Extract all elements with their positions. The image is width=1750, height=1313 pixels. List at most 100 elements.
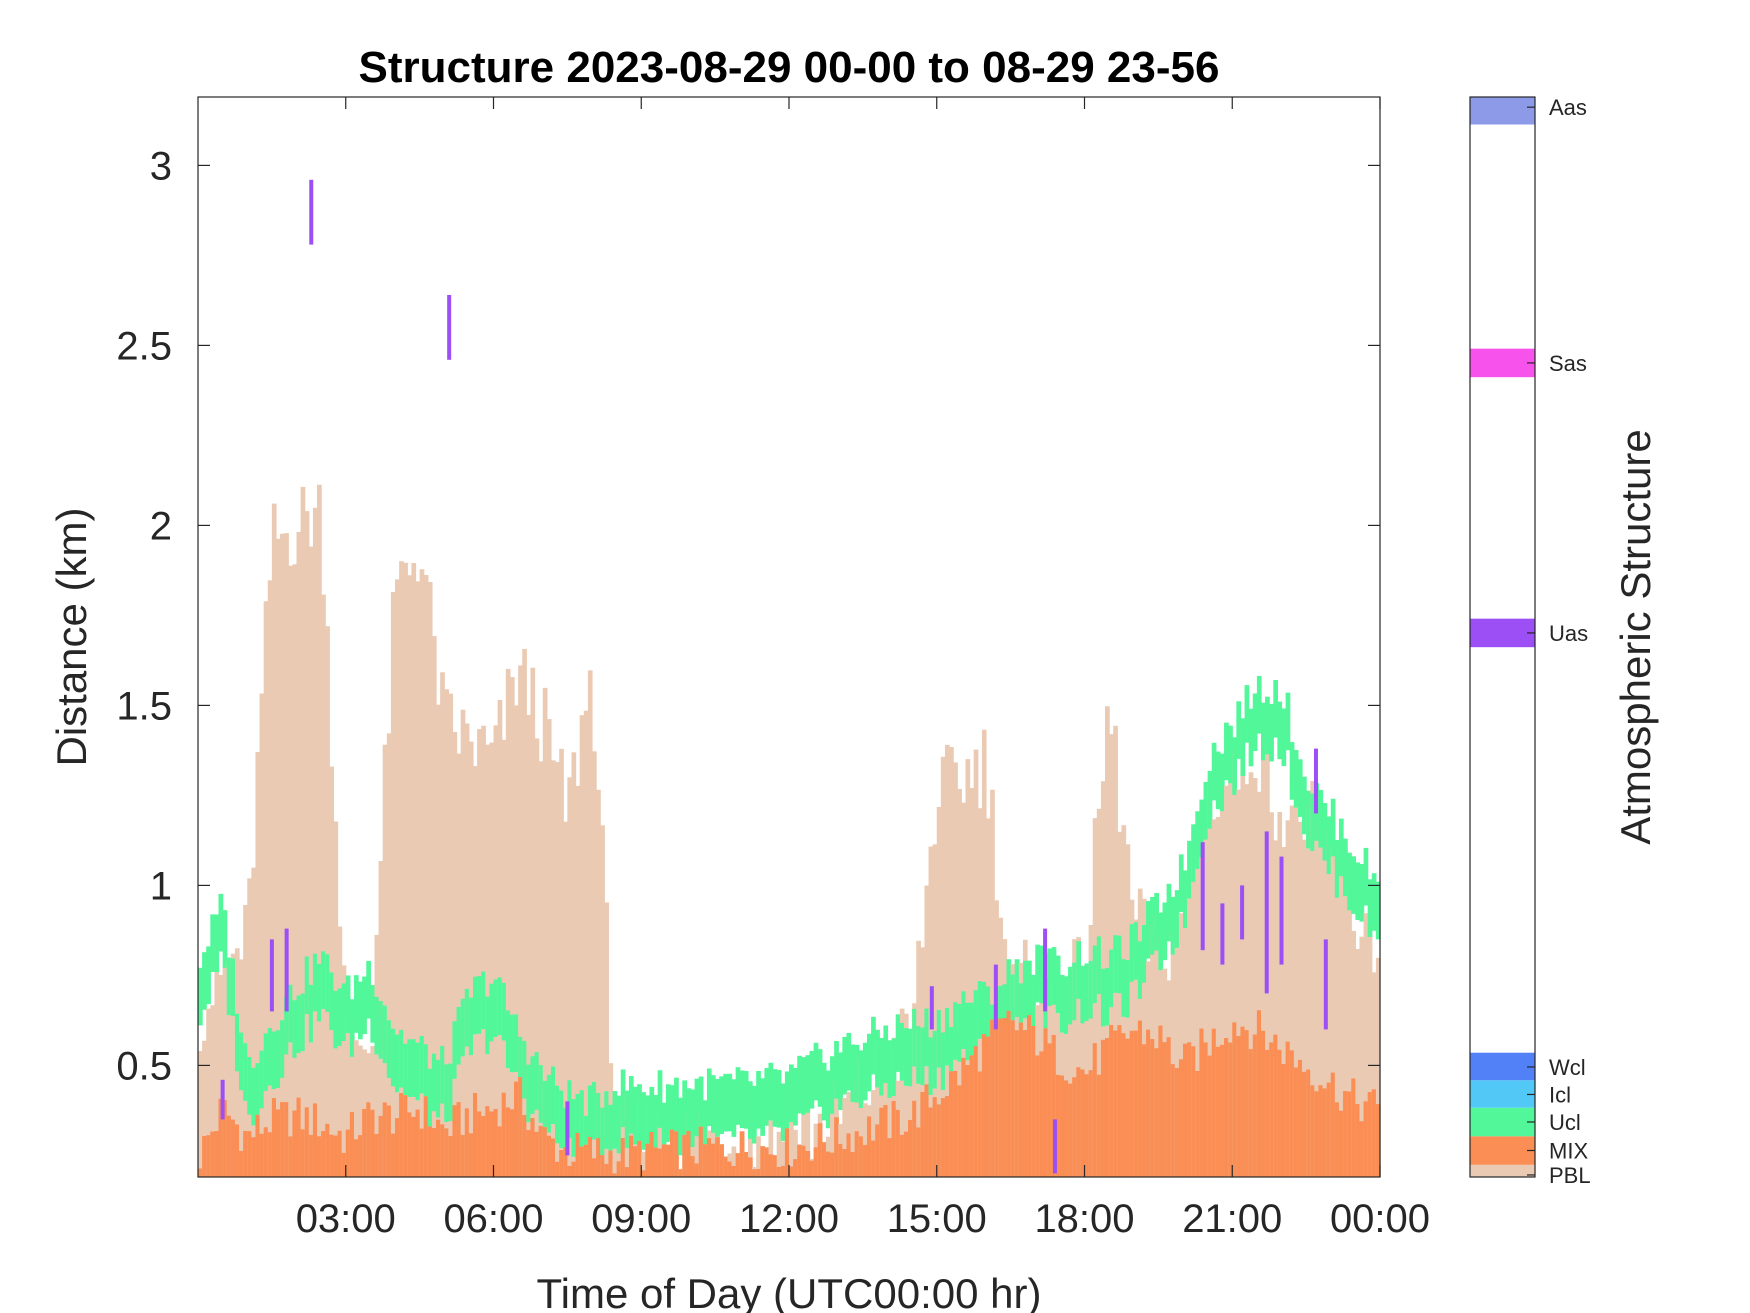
heat-cell-ucl xyxy=(760,1078,765,1136)
heat-cell-pbl xyxy=(415,581,421,1177)
heat-cell-ucl xyxy=(711,1075,716,1133)
uas-segment xyxy=(1264,831,1269,994)
heat-cell-ucl xyxy=(210,914,216,972)
heat-cell-mix xyxy=(312,1103,318,1177)
heat-cell-pbl xyxy=(575,785,581,1177)
heat-cell-mix xyxy=(891,1100,897,1177)
heat-cell-pbl xyxy=(202,1040,207,1177)
heat-cell-mix xyxy=(846,1133,852,1177)
heat-cell-ucl xyxy=(300,993,306,1052)
heat-cell-ucl xyxy=(834,1040,839,1099)
heat-cell-ucl xyxy=(243,1043,248,1101)
heat-cell-ucl xyxy=(271,1031,277,1090)
heat-cell-ucl xyxy=(690,1089,696,1148)
heat-cell-mix xyxy=(1273,1034,1278,1177)
uas-segment xyxy=(1200,842,1205,951)
heat-cell-mix xyxy=(1146,1029,1151,1177)
heat-cell-mix xyxy=(1236,1036,1242,1177)
heat-cell-pbl xyxy=(448,693,454,1177)
heat-cell-mix xyxy=(514,1081,519,1177)
heat-cell-ucl xyxy=(358,981,363,1040)
heat-cell-mix xyxy=(1125,1038,1131,1177)
heat-cell-mix xyxy=(858,1136,864,1177)
heat-cell-ucl xyxy=(415,1042,421,1101)
heat-cell-mix xyxy=(337,1130,343,1177)
heat-cell-mix xyxy=(403,1095,408,1177)
heat-cell-ucl xyxy=(661,1102,667,1145)
heat-cell-ucl xyxy=(1076,941,1081,999)
heat-cell-ucl xyxy=(493,979,499,1038)
heat-cell-pbl xyxy=(460,709,466,1177)
heat-cell-mix xyxy=(682,1134,687,1177)
heat-cell-ucl xyxy=(1018,983,1024,1023)
uas-segment xyxy=(447,295,452,360)
heat-cell-pbl xyxy=(1105,706,1110,1177)
heat-cell-ucl xyxy=(1281,708,1287,767)
heat-cell-pbl xyxy=(641,1152,646,1177)
heat-cell-ucl xyxy=(526,1064,532,1123)
heat-cell-pbl xyxy=(1326,829,1332,1177)
heat-cell-ucl xyxy=(1260,702,1266,761)
heat-cell-pbl xyxy=(337,926,343,1177)
heat-cell-mix xyxy=(949,1071,954,1177)
heat-cell-pbl xyxy=(518,665,523,1177)
heat-cell-pbl xyxy=(296,531,302,1177)
heat-cell-mix xyxy=(928,1107,934,1177)
heat-cell-mix xyxy=(345,1129,351,1177)
heat-cell-ucl xyxy=(969,1002,975,1056)
heat-cell-ucl xyxy=(924,1008,930,1067)
heat-cell-pbl xyxy=(1260,723,1266,1177)
heat-cell-mix xyxy=(604,1163,610,1177)
heat-cell-mix xyxy=(813,1147,819,1177)
heat-cell-mix xyxy=(981,1034,987,1177)
heat-cell-pbl xyxy=(776,1131,782,1177)
heat-cell-ucl xyxy=(419,1035,425,1094)
heat-cell-pbl xyxy=(505,668,511,1177)
heat-cell-pbl xyxy=(386,733,392,1177)
heat-cell-ucl xyxy=(784,1071,790,1129)
x-tick-label: 06:00 xyxy=(443,1197,543,1241)
heat-cell-mix xyxy=(1215,1046,1221,1177)
heat-cell-ucl xyxy=(932,1030,938,1089)
heat-cell-mix xyxy=(1343,1091,1348,1177)
heat-cell-pbl xyxy=(419,569,425,1177)
heat-cell-mix xyxy=(986,1036,991,1177)
heat-cell-ucl xyxy=(1211,742,1217,801)
heat-cell-pbl xyxy=(1224,785,1229,1177)
heat-cell-pbl xyxy=(871,1090,876,1177)
heat-cell-ucl xyxy=(706,1068,712,1127)
heat-cell-mix xyxy=(1326,1082,1332,1177)
heat-cell-mix xyxy=(674,1131,679,1177)
heat-cell-mix xyxy=(645,1143,651,1177)
heat-cell-mix xyxy=(214,1131,220,1177)
heat-cell-mix xyxy=(612,1173,618,1177)
heat-cell-ucl xyxy=(747,1081,753,1139)
heat-cell-mix xyxy=(1355,1104,1361,1177)
heat-cell-ucl xyxy=(1109,949,1114,1008)
heat-cell-pbl xyxy=(198,1050,203,1177)
heat-cell-ucl xyxy=(497,977,503,1036)
heat-cell-mix xyxy=(1002,1018,1008,1177)
heat-cell-ucl xyxy=(719,1076,724,1134)
heat-cell-ucl xyxy=(756,1071,761,1129)
heat-cell-mix xyxy=(883,1105,889,1177)
heat-cell-pbl xyxy=(1293,777,1299,1177)
heat-cell-ucl xyxy=(1170,896,1176,955)
heat-cell-ucl xyxy=(1022,960,1028,1019)
heat-cell-mix xyxy=(1080,1069,1086,1177)
heat-cell-pbl xyxy=(341,965,347,1177)
heat-cell-mix xyxy=(395,1118,400,1177)
heat-cell-mix xyxy=(505,1107,511,1177)
heat-cell-pbl xyxy=(468,741,474,1177)
heat-cell-pbl xyxy=(990,789,995,1177)
uas-segment xyxy=(284,928,289,1012)
heat-cell-ucl xyxy=(481,971,486,1030)
heat-cell-ucl xyxy=(842,1036,848,1095)
heat-cell-ucl xyxy=(1068,966,1073,1025)
heat-cell-ucl xyxy=(817,1049,823,1107)
heat-cell-ucl xyxy=(555,1085,560,1144)
heat-cell-ucl xyxy=(608,1104,614,1151)
heat-cell-ucl xyxy=(444,1064,449,1122)
heat-cell-pbl xyxy=(1256,791,1262,1177)
